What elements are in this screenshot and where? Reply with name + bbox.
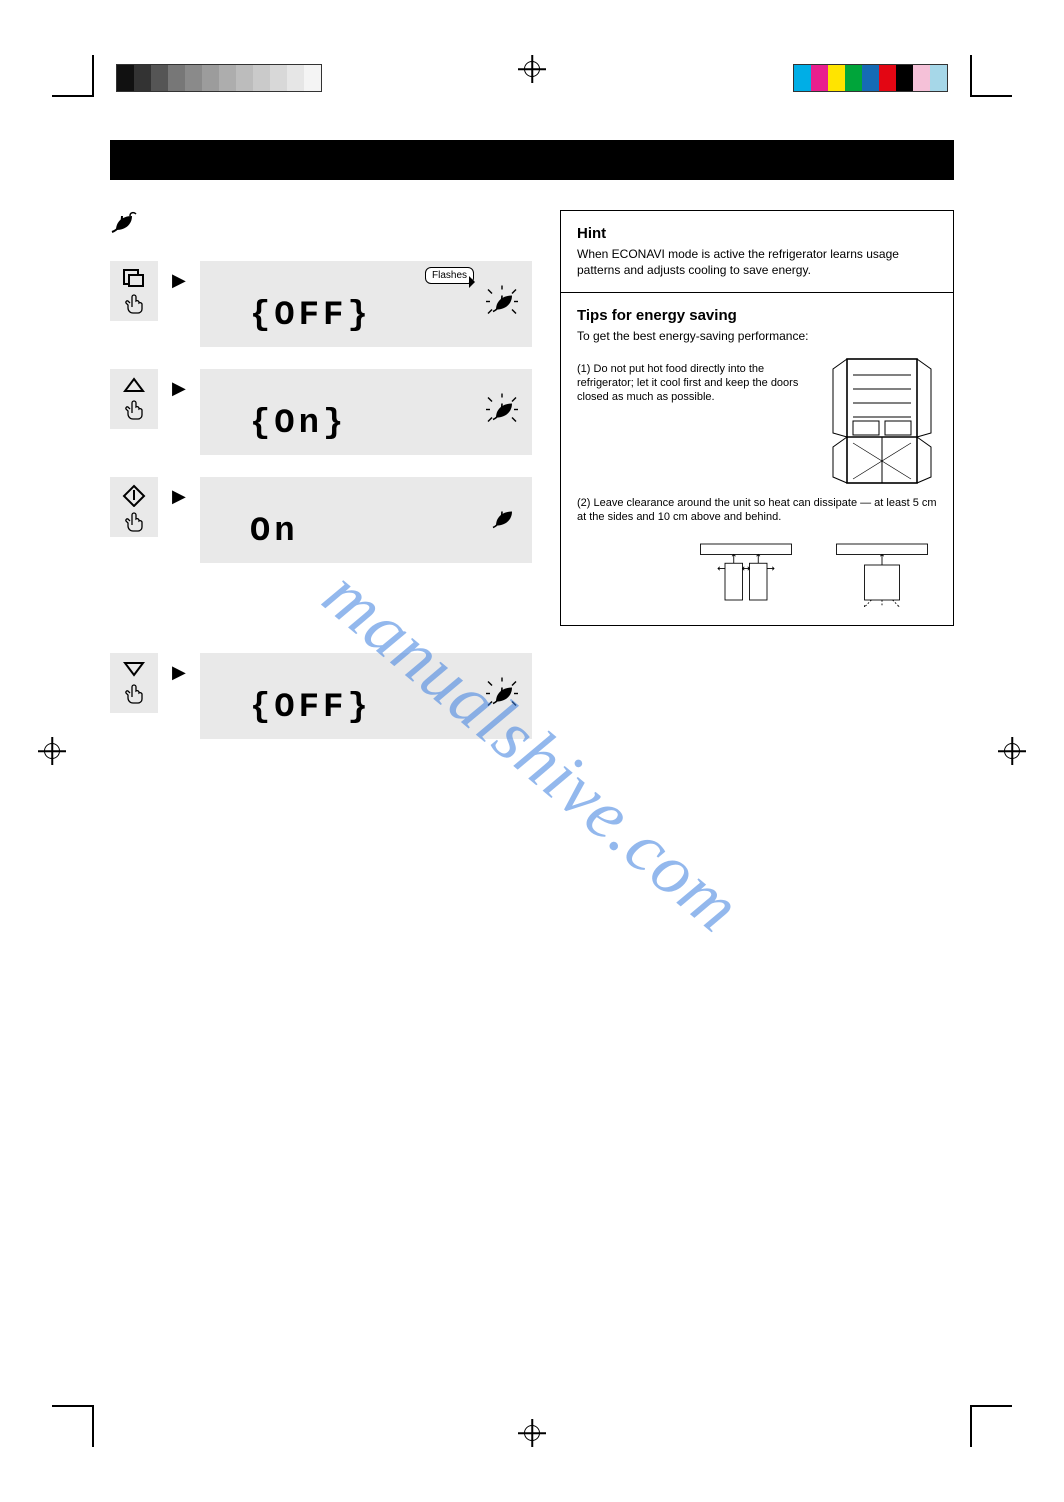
down-button[interactable] bbox=[110, 653, 158, 713]
right-column: Hint When ECONAVI mode is active the ref… bbox=[560, 210, 954, 739]
start-button[interactable] bbox=[110, 477, 158, 537]
lcd-display: {On} bbox=[200, 369, 532, 455]
left-column: ▶ {OFF} Flashes ▶ {On} ▶ On ▶ {OFF} bbox=[110, 210, 532, 739]
crop-mark bbox=[52, 55, 94, 97]
swatch bbox=[185, 65, 202, 91]
color-swatches bbox=[793, 64, 948, 92]
swatch bbox=[202, 65, 219, 91]
menu-button[interactable] bbox=[110, 261, 158, 321]
display-text: On bbox=[250, 513, 299, 551]
up-button[interactable] bbox=[110, 369, 158, 429]
arrow-right-icon: ▶ bbox=[172, 379, 186, 397]
registration-mark bbox=[998, 737, 1026, 765]
swatch bbox=[304, 65, 321, 91]
swatch bbox=[117, 65, 134, 91]
swatch bbox=[913, 65, 930, 91]
swatch bbox=[219, 65, 236, 91]
arrow-right-icon: ▶ bbox=[172, 487, 186, 505]
touch-hand-icon bbox=[123, 399, 145, 423]
clearance-diagrams bbox=[577, 537, 937, 607]
flash-callout: Flashes bbox=[425, 267, 474, 284]
swatch bbox=[134, 65, 151, 91]
refrigerator-open-icon bbox=[827, 351, 937, 496]
tips-intro: To get the best energy-saving performanc… bbox=[577, 328, 937, 344]
econavi-leaf-icon bbox=[110, 210, 138, 239]
display-text: {On} bbox=[250, 405, 348, 443]
swatch bbox=[862, 65, 879, 91]
swatch bbox=[845, 65, 862, 91]
registration-mark bbox=[518, 1419, 546, 1447]
swatch bbox=[151, 65, 168, 91]
swatch bbox=[236, 65, 253, 91]
divider bbox=[561, 292, 953, 293]
hint-heading: Hint bbox=[577, 225, 937, 242]
registration-mark bbox=[518, 55, 546, 83]
lcd-display: {OFF} bbox=[200, 653, 532, 739]
econavi-leaf-icon bbox=[486, 502, 520, 539]
arrow-right-icon: ▶ bbox=[172, 663, 186, 681]
lcd-display: {OFF} Flashes bbox=[200, 261, 532, 347]
swatch bbox=[794, 65, 811, 91]
tip-item: (1) Do not put hot food directly into th… bbox=[577, 351, 937, 496]
swatch bbox=[287, 65, 304, 91]
touch-hand-icon bbox=[123, 683, 145, 707]
swatch bbox=[930, 65, 947, 91]
swatch bbox=[253, 65, 270, 91]
econavi-leaf-icon bbox=[486, 286, 520, 323]
tip-text: (2) Leave clearance around the unit so h… bbox=[577, 496, 937, 526]
econavi-leaf-icon bbox=[486, 394, 520, 431]
display-text: {OFF} bbox=[250, 297, 372, 335]
touch-hand-icon bbox=[123, 511, 145, 535]
swatch bbox=[811, 65, 828, 91]
crop-mark bbox=[970, 55, 1012, 97]
lcd-display: On bbox=[200, 477, 532, 563]
swatch bbox=[828, 65, 845, 91]
hint-body: When ECONAVI mode is active the refriger… bbox=[577, 246, 937, 278]
clearance-heat-icon bbox=[827, 537, 937, 607]
swatch bbox=[896, 65, 913, 91]
operation-step: ▶ {OFF} Flashes bbox=[110, 261, 532, 347]
tip-text: (1) Do not put hot food directly into th… bbox=[577, 362, 811, 405]
tips-box: Hint When ECONAVI mode is active the ref… bbox=[560, 210, 954, 626]
operation-step: ▶ On bbox=[110, 477, 532, 563]
tips-heading: Tips for energy saving bbox=[577, 307, 937, 324]
econavi-leaf-icon bbox=[486, 678, 520, 715]
grayscale-swatches bbox=[116, 64, 322, 92]
swatch bbox=[270, 65, 287, 91]
clearance-top-view-icon bbox=[691, 537, 801, 607]
crop-mark bbox=[52, 1405, 94, 1447]
registration-mark bbox=[38, 737, 66, 765]
display-text: {OFF} bbox=[250, 689, 372, 727]
swatch bbox=[168, 65, 185, 91]
operation-step: ▶ {OFF} bbox=[110, 653, 532, 739]
arrow-right-icon: ▶ bbox=[172, 271, 186, 289]
swatch bbox=[879, 65, 896, 91]
operation-step: ▶ {On} bbox=[110, 369, 532, 455]
page-content: ▶ {OFF} Flashes ▶ {On} ▶ On ▶ {OFF} Hint When EC… bbox=[110, 140, 954, 1362]
touch-hand-icon bbox=[123, 293, 145, 317]
crop-mark bbox=[970, 1405, 1012, 1447]
section-title-bar bbox=[110, 140, 954, 180]
